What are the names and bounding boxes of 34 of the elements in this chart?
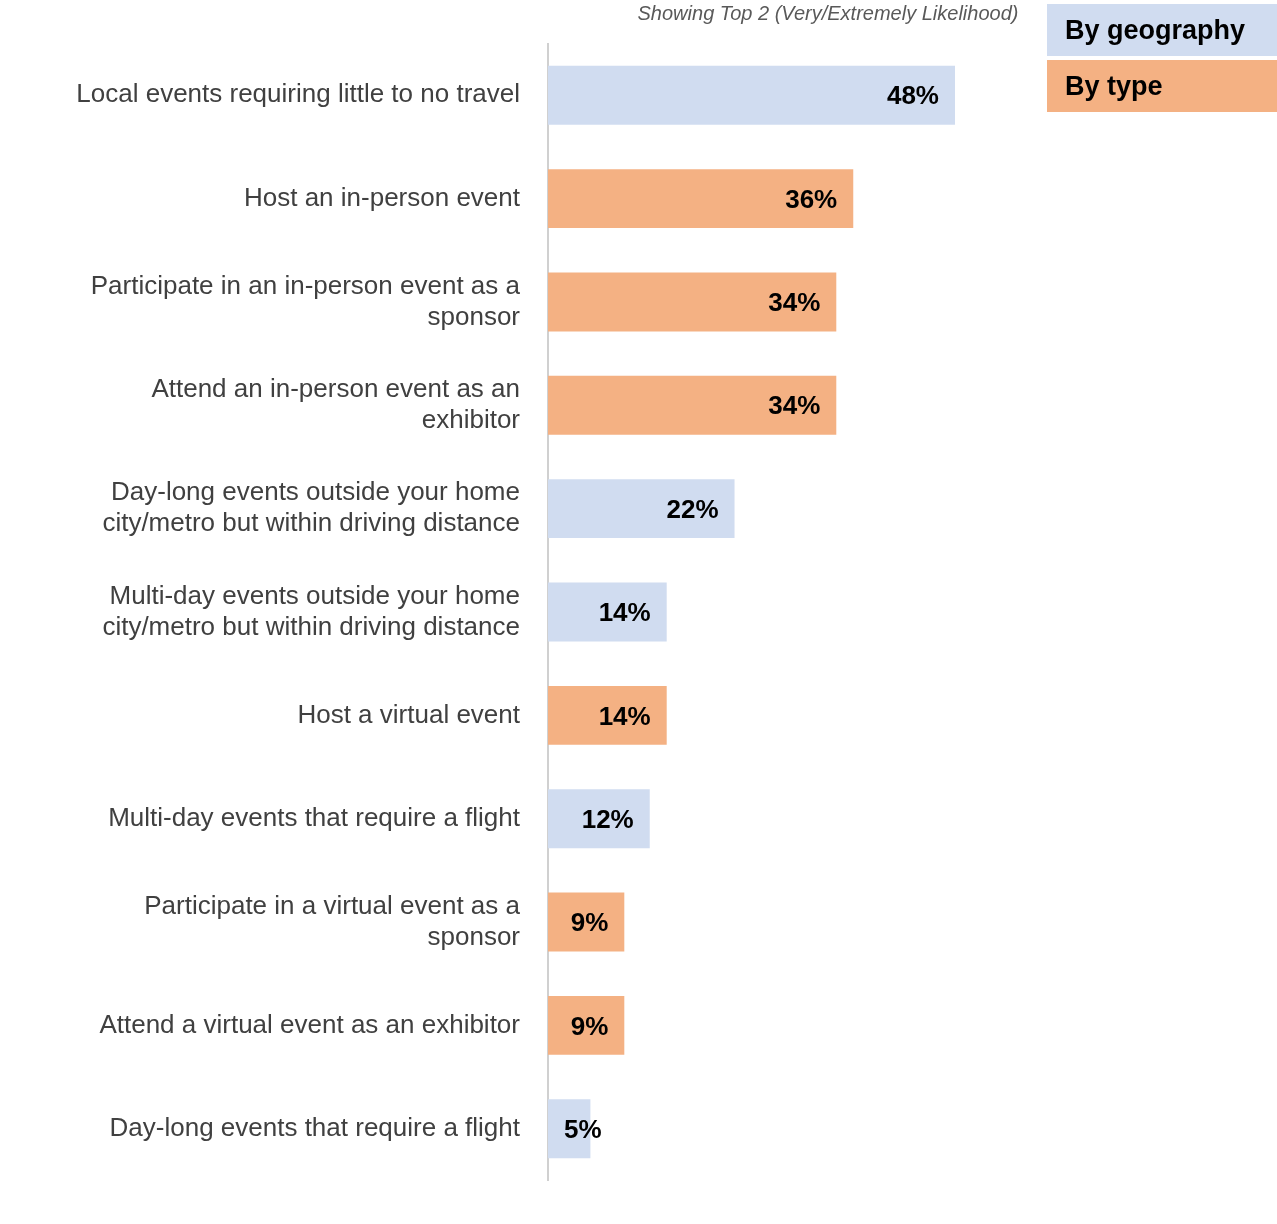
text: By geography (1047, 4, 1277, 56)
y-tick-label: Local events requiring little to no travel (76, 78, 520, 109)
y-tick-label: Day-long events that require a flight (109, 1111, 521, 1142)
bar (548, 685, 667, 745)
text: By type (1047, 60, 1277, 112)
bar (548, 169, 854, 229)
data-label: 9% (570, 907, 609, 938)
y-tick-label: Attend an in-person event as an exhibitor (151, 372, 521, 435)
y-tick-label: Multi-day events that require a flight (108, 801, 521, 832)
data-label: 14% (598, 597, 651, 628)
data-label: 34% (768, 287, 821, 318)
data-label: 22% (666, 493, 719, 524)
bar (548, 789, 650, 849)
y-tick-label: Multi-day events outside your home city/metro but within driving distance (102, 579, 520, 641)
data-label: 14% (598, 700, 651, 731)
y-tick-label: Day-long events outside your home city/metro but within driving distance (102, 476, 520, 538)
y-tick-label: Attend a virtual event as an exhibitor (99, 1008, 521, 1039)
y-tick-label: Participate in a virtual event as a sponsor (144, 889, 521, 951)
y-tick-label: Host an in-person event (243, 181, 521, 212)
bar (548, 582, 667, 642)
chart-subtitle: Showing Top 2 (Very/Extremely Likelihood) (637, 2, 1019, 24)
data-label: 34% (768, 390, 821, 421)
y-tick-label: Participate in an in-person event as a sponsor (90, 269, 521, 331)
data-label: 48% (886, 80, 939, 111)
data-label: 9% (570, 1010, 609, 1041)
y-tick-label: Host a virtual event (297, 698, 521, 729)
bar (548, 995, 625, 1055)
bar (548, 65, 955, 125)
bar (548, 272, 837, 332)
data-label: 5% (564, 1113, 602, 1144)
bar (548, 479, 735, 539)
bar (548, 375, 837, 435)
data-label: 12% (581, 803, 634, 834)
data-label: 36% (785, 183, 838, 214)
